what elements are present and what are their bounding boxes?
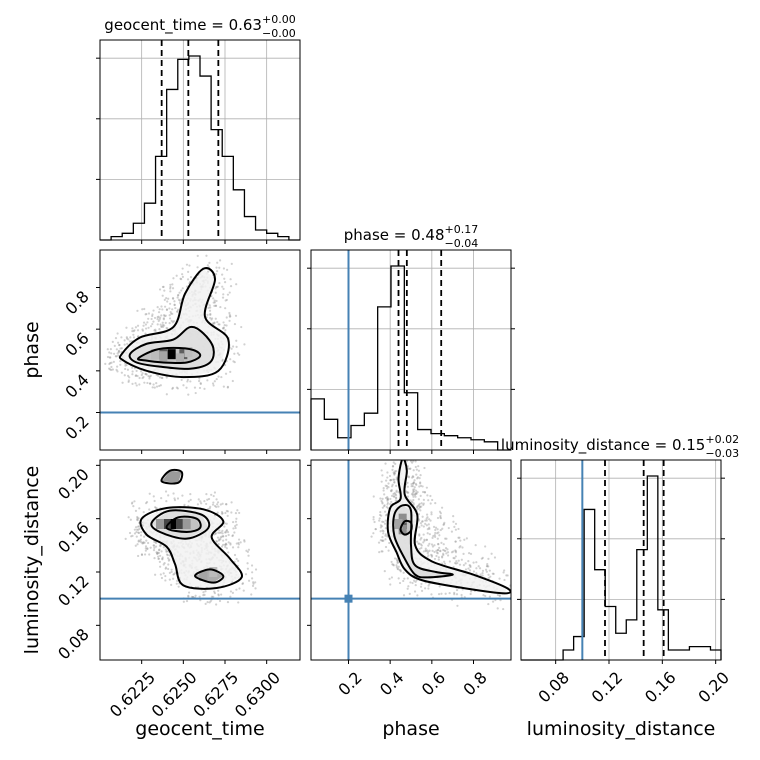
x-tick-label: 0.6275 <box>189 668 242 721</box>
density-peak <box>162 519 171 529</box>
x-tick-label: 0.6250 <box>148 668 201 721</box>
y-tick-label: 0.08 <box>54 625 93 664</box>
density-peak <box>398 513 407 524</box>
density-peak <box>209 567 218 577</box>
panel-frame <box>99 249 301 451</box>
y-tick-label: 0.4 <box>61 370 92 401</box>
x-tick-label: 0.20 <box>694 668 733 707</box>
panel-frame <box>520 459 722 661</box>
contour-line <box>139 506 243 590</box>
density-peak <box>169 519 178 529</box>
y-tick-label: 0.8 <box>61 287 92 318</box>
y-tick-label: 0.16 <box>54 518 93 557</box>
density-peak <box>176 353 184 364</box>
title-minus: −0.03 <box>705 447 739 460</box>
x-axis-label-geocent_time: geocent_time <box>135 718 264 740</box>
x-axis-label-luminosity_distance: luminosity_distance <box>527 718 716 740</box>
contour-line <box>165 515 202 534</box>
x-tick-label: 0.6 <box>418 668 449 699</box>
density-peak <box>176 519 184 529</box>
scatter-panel-geocent_time-luminosity_distance <box>96 459 301 664</box>
hist-panel-geocent_time: geocent_time = 0.63+0.00−0.00 <box>96 13 301 244</box>
contour-line <box>128 325 215 370</box>
title-minus: −0.00 <box>262 27 296 40</box>
y-tick-label: 0.2 <box>61 412 92 443</box>
x-tick-label: 0.2 <box>334 668 365 699</box>
contour-line <box>150 509 211 540</box>
density-peak <box>151 349 159 360</box>
x-tick-label: 0.4 <box>376 668 407 699</box>
panel-frame <box>99 459 301 661</box>
panel-title-geocent_time: geocent_time = 0.63+0.00 <box>104 13 295 35</box>
contour-line <box>160 468 184 485</box>
y-axis-label-luminosity_distance: luminosity_distance <box>21 466 43 655</box>
scatter-panel-phase-luminosity_distance <box>307 459 512 664</box>
density-fill <box>388 460 507 594</box>
panel-title-luminosity_distance: luminosity_distance = 0.15+0.02 <box>501 433 739 455</box>
density-peak <box>159 351 168 362</box>
contour-line <box>136 346 202 365</box>
contour-line <box>118 267 230 379</box>
y-tick-label: 0.6 <box>61 329 92 360</box>
density-peak <box>156 519 164 529</box>
density-peak <box>199 571 208 581</box>
y-tick-label: 0.20 <box>54 465 93 504</box>
x-tick-label: 0.6300 <box>231 668 284 721</box>
title-minus: −0.04 <box>445 237 479 250</box>
panel-frame <box>310 249 512 451</box>
panel-frame <box>99 39 301 241</box>
hist-panel-phase: phase = 0.48+0.17−0.04 <box>307 223 515 454</box>
density-peak <box>167 349 176 360</box>
contour-line <box>194 568 225 584</box>
histogram-phase <box>310 265 511 451</box>
panel-title-phase: phase = 0.48+0.17 <box>344 223 479 244</box>
x-tick-label: 0.16 <box>641 668 680 707</box>
truth-point <box>344 594 353 603</box>
density-peak <box>398 524 407 535</box>
y-tick-label: 0.12 <box>54 571 93 610</box>
contour-line <box>392 503 454 579</box>
density-fill <box>161 470 182 483</box>
x-tick-label: 0.12 <box>588 668 627 707</box>
density-peak <box>184 347 193 358</box>
panel-frame <box>310 459 512 661</box>
y-axis-label-phase: phase <box>21 321 43 378</box>
x-tick-label: 0.8 <box>459 668 490 699</box>
histogram-luminosity_distance <box>521 475 722 661</box>
density-peak <box>182 519 191 529</box>
x-axis-label-phase: phase <box>382 718 439 740</box>
scatter-panel-geocent_time-phase <box>96 249 301 454</box>
contour-line <box>386 460 511 595</box>
x-tick-label: 0.08 <box>534 668 573 707</box>
density-peak <box>394 519 403 529</box>
x-tick-label: 0.6225 <box>106 668 159 721</box>
histogram-geocent_time <box>100 55 300 241</box>
hist-panel-luminosity_distance: luminosity_distance = 0.15+0.02−0.03 <box>501 433 739 664</box>
